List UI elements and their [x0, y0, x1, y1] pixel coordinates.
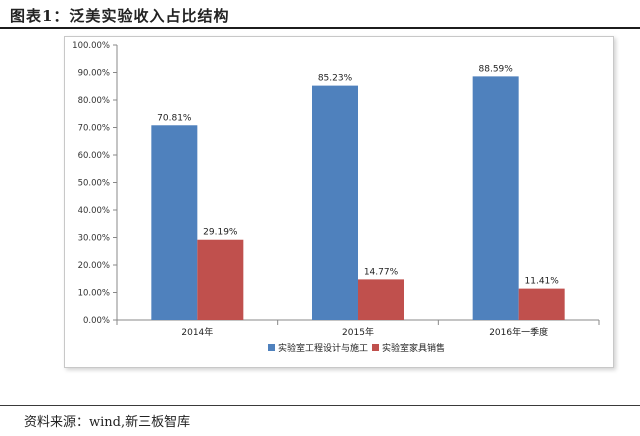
y-tick-label: 90.00% — [78, 69, 110, 79]
x-tick-label: 2014年 — [181, 326, 213, 338]
data-label: 88.59% — [479, 64, 514, 74]
report-header: 图表1：泛美实验收入占比结构 — [0, 0, 640, 30]
data-label: 29.19% — [203, 228, 238, 238]
y-tick-label: 20.00% — [78, 261, 110, 271]
y-tick-label: 40.00% — [78, 206, 110, 216]
bar-chart: 0.00% 10.00% 20.00% 30.00% 40.00% 50.00% 60.00… — [72, 41, 600, 354]
header-rule — [0, 27, 640, 29]
y-tick-label: 30.00% — [78, 234, 110, 244]
y-tick-label: 80.00% — [78, 96, 110, 106]
source-note: 资料来源：wind,新三板智库 — [24, 415, 191, 430]
data-label: 11.41% — [525, 277, 560, 287]
legend-label: 实验室家具销售 — [382, 342, 445, 354]
legend-swatch — [372, 344, 379, 351]
y-tick-label: 10.00% — [78, 289, 110, 299]
y-tick-label: 70.00% — [78, 124, 110, 134]
chart-frame: 0.00% 10.00% 20.00% 30.00% 40.00% 50.00% 60.00… — [64, 36, 614, 368]
legend-label: 实验室工程设计与施工 — [278, 342, 368, 354]
bar-furniture — [518, 288, 565, 320]
y-tick-label: 0.00% — [83, 316, 110, 326]
x-tick-label: 2016年一季度 — [489, 326, 548, 338]
y-tick-label: 50.00% — [78, 179, 110, 189]
figure-title: 图表1：泛美实验收入占比结构 — [10, 7, 230, 25]
x-tick-label: 2015年 — [342, 326, 374, 338]
y-tick-label: 100.00% — [72, 41, 110, 51]
bar-engineering — [151, 125, 198, 321]
bar-engineering — [472, 76, 519, 320]
data-label: 14.77% — [364, 267, 399, 277]
bar-engineering — [312, 85, 358, 321]
footer-rule — [0, 405, 640, 406]
bar-furniture — [197, 239, 244, 320]
bar-furniture — [358, 279, 404, 320]
data-label: 85.23% — [318, 74, 353, 84]
data-label: 70.81% — [157, 113, 192, 123]
y-tick-label: 60.00% — [78, 151, 110, 161]
legend-swatch — [268, 344, 275, 351]
